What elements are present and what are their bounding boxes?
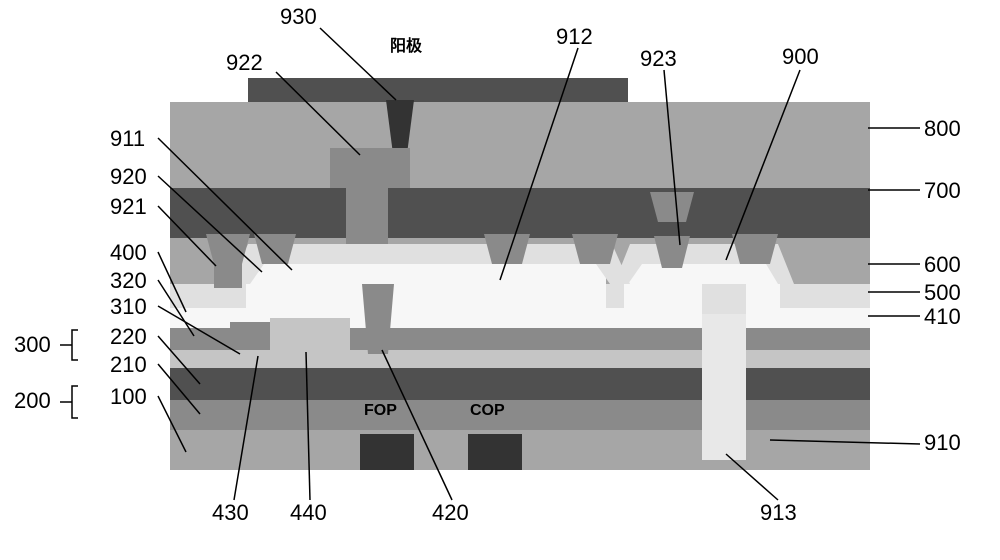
label-210: 210 bbox=[110, 352, 147, 378]
label-700: 700 bbox=[924, 178, 961, 204]
label-320: 320 bbox=[110, 268, 147, 294]
anode-electrode bbox=[248, 78, 628, 102]
via-420 bbox=[356, 284, 400, 354]
label-420: 420 bbox=[432, 500, 469, 526]
root: FOP COP 930 922 bbox=[0, 0, 1000, 560]
label-800: 800 bbox=[924, 116, 961, 142]
via-923 bbox=[642, 192, 702, 288]
label-600: 600 bbox=[924, 252, 961, 278]
via-923b bbox=[728, 234, 782, 288]
label-anode: 阳极 bbox=[390, 32, 422, 56]
label-fop: FOP bbox=[364, 402, 397, 420]
via-mid-right bbox=[568, 234, 622, 288]
label-200: 200 bbox=[14, 388, 51, 414]
electrode-cop bbox=[468, 434, 522, 470]
via-910 bbox=[702, 284, 746, 314]
layer-310 bbox=[170, 350, 870, 368]
label-300: 300 bbox=[14, 332, 51, 358]
cross-section-figure: FOP COP bbox=[170, 60, 870, 470]
label-400: 400 bbox=[110, 240, 147, 266]
layer-210 bbox=[170, 400, 870, 430]
label-310: 310 bbox=[110, 294, 147, 320]
label-912: 912 bbox=[556, 24, 593, 50]
label-100: 100 bbox=[110, 384, 147, 410]
label-cop: COP bbox=[470, 402, 505, 420]
label-900: 900 bbox=[782, 44, 819, 70]
block-440 bbox=[270, 318, 350, 352]
label-930: 930 bbox=[280, 4, 317, 30]
layer-220 bbox=[170, 368, 870, 400]
label-220: 220 bbox=[110, 324, 147, 350]
via-mid-left bbox=[480, 234, 534, 288]
via-913 bbox=[702, 308, 746, 460]
label-440: 440 bbox=[290, 500, 327, 526]
label-922: 922 bbox=[226, 50, 263, 76]
layer-800-upper bbox=[170, 102, 870, 188]
electrode-fop bbox=[360, 434, 414, 470]
label-500: 500 bbox=[924, 280, 961, 306]
via-920 bbox=[250, 234, 300, 288]
layer-700 bbox=[170, 188, 870, 238]
via-921 bbox=[200, 234, 256, 288]
label-911: 911 bbox=[110, 126, 145, 152]
label-921: 921 bbox=[110, 194, 147, 220]
label-920: 920 bbox=[110, 164, 147, 190]
label-410: 410 bbox=[924, 304, 961, 330]
via-930 bbox=[382, 100, 418, 154]
label-430: 430 bbox=[212, 500, 249, 526]
label-923: 923 bbox=[640, 46, 677, 72]
label-910: 910 bbox=[924, 430, 961, 456]
label-913: 913 bbox=[760, 500, 797, 526]
